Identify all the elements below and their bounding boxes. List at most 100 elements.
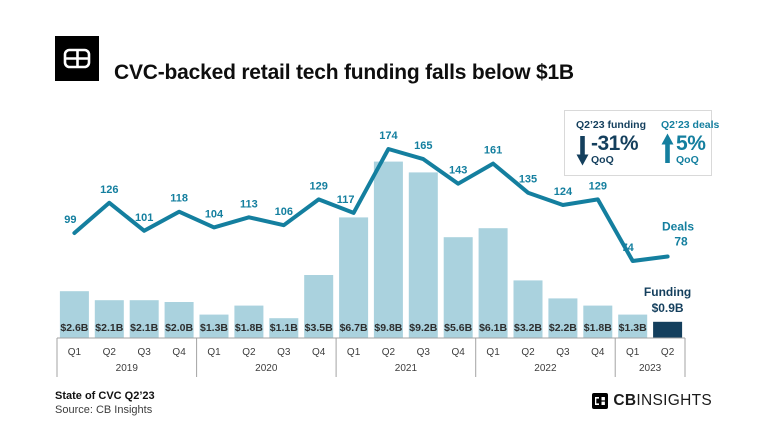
funding-bar-label: $2.1B bbox=[95, 322, 123, 334]
funding-bar-label: $6.7B bbox=[340, 322, 368, 334]
funding-bar-label: $2.6B bbox=[60, 322, 88, 334]
quarter-tick-label: Q4 bbox=[452, 347, 466, 358]
stat-deals-value: 5% bbox=[676, 132, 706, 155]
funding-bars bbox=[59, 161, 683, 338]
funding-bar bbox=[408, 172, 438, 338]
quarter-tick-label: Q3 bbox=[138, 347, 152, 358]
funding-bar-label: $1.3B bbox=[200, 322, 228, 334]
funding-bar-label: $9.8B bbox=[374, 322, 402, 334]
cb-insights-logo-icon bbox=[55, 36, 99, 81]
funding-bar-label: $1.3B bbox=[619, 322, 647, 334]
deals-point-label: 101 bbox=[135, 212, 153, 224]
quarter-tick-label: Q2 bbox=[242, 347, 256, 358]
wordmark-text: CB INSIGHTS bbox=[613, 392, 712, 409]
footer-citation: State of CVC Q2’23 Source: CB Insights bbox=[55, 389, 155, 418]
funding-bar bbox=[618, 314, 648, 338]
funding-bar bbox=[583, 305, 613, 338]
funding-bar bbox=[339, 217, 369, 338]
funding-bar bbox=[94, 300, 124, 338]
funding-bar bbox=[653, 321, 683, 338]
page-title: CVC-backed retail tech funding falls bel… bbox=[114, 60, 574, 84]
quarter-tick-label: Q4 bbox=[172, 347, 186, 358]
footer-source: Source: CB Insights bbox=[55, 404, 153, 417]
quarter-tick-label: Q1 bbox=[626, 347, 640, 358]
qoq-stats-box: Q2’23 funding -31% QoQ Q2’23 deals bbox=[564, 110, 719, 176]
year-tick-label: 2019 bbox=[116, 363, 139, 374]
footer-report-title: State of CVC Q2’23 bbox=[55, 390, 155, 402]
funding-bar bbox=[513, 280, 543, 338]
stat-deals-period: QoQ bbox=[676, 154, 699, 166]
quarter-tick-label: Q2 bbox=[103, 347, 117, 358]
deals-point-label: 117 bbox=[337, 194, 355, 206]
funding-bar-labels: $2.6B $2.1B $2.1B $2.0B $1.3B $1.8B $1.1B $3.5B… bbox=[60, 322, 647, 334]
quarter-tick-label: Q1 bbox=[347, 347, 361, 358]
funding-bar-label: $3.2B bbox=[514, 322, 542, 334]
svg-text:Funding: Funding bbox=[644, 285, 691, 299]
deals-point-label: 104 bbox=[205, 208, 224, 220]
arrow-up-icon bbox=[661, 133, 674, 163]
funding-annotation: Funding $0.9B bbox=[644, 285, 691, 315]
funding-bar bbox=[269, 318, 299, 338]
funding-bar bbox=[199, 314, 229, 338]
funding-bar bbox=[548, 298, 578, 338]
funding-bar-label: $9.2B bbox=[409, 322, 437, 334]
funding-bar-label: $1.8B bbox=[584, 322, 612, 334]
deals-point-label: 129 bbox=[310, 180, 328, 192]
funding-bar-label: $2.1B bbox=[130, 322, 158, 334]
deals-point-label: 135 bbox=[519, 174, 537, 186]
funding-bar-label: $5.6B bbox=[444, 322, 472, 334]
funding-bar bbox=[304, 275, 334, 338]
deals-point-label: 143 bbox=[449, 165, 467, 177]
quarter-tick-label: Q3 bbox=[417, 347, 431, 358]
funding-bar bbox=[129, 300, 159, 338]
funding-bar bbox=[373, 161, 403, 338]
cb-insights-wordmark: CB INSIGHTS bbox=[592, 392, 712, 410]
funding-bar-label: $1.1B bbox=[270, 322, 298, 334]
funding-bar-label: $2.2B bbox=[549, 322, 577, 334]
quarter-tick-label: Q2 bbox=[661, 347, 675, 358]
quarter-tick-label: Q3 bbox=[277, 347, 291, 358]
deals-point-label: 106 bbox=[275, 206, 293, 218]
funding-bar bbox=[164, 302, 194, 338]
stat-deals-label: Q2’23 deals bbox=[661, 119, 720, 131]
year-tick-label: 2020 bbox=[255, 363, 278, 374]
stat-funding-label: Q2’23 funding bbox=[576, 119, 647, 131]
deals-point-label: 129 bbox=[589, 180, 607, 192]
quarter-tick-label: Q3 bbox=[556, 347, 570, 358]
quarter-tick-label: Q2 bbox=[521, 347, 535, 358]
funding-bar-label: $1.8B bbox=[235, 322, 263, 334]
svg-text:$0.9B: $0.9B bbox=[652, 301, 684, 315]
deals-line bbox=[72, 147, 670, 263]
deals-point-label: 113 bbox=[240, 198, 258, 210]
quarter-tick-label: Q1 bbox=[207, 347, 221, 358]
funding-bar bbox=[59, 291, 89, 338]
funding-bar-label: $6.1B bbox=[479, 322, 507, 334]
deals-point-labels: 99 126 101 118 104 113 106 129 117 174 165 143 161 13… bbox=[64, 130, 634, 254]
funding-bar bbox=[478, 228, 508, 338]
funding-bar-label: $2.0B bbox=[165, 322, 193, 334]
stat-funding: Q2’23 funding -31% QoQ bbox=[576, 119, 646, 166]
stat-deals: Q2’23 deals 5% QoQ bbox=[661, 119, 719, 166]
deals-point-label: 161 bbox=[484, 145, 502, 157]
quarter-tick-label: Q2 bbox=[382, 347, 396, 358]
deals-point-label: 99 bbox=[64, 214, 76, 226]
funding-bar bbox=[234, 305, 264, 338]
x-axis: Q1 Q2 Q3 Q4 2019 Q1 Q2 Q3 Q4 2020 Q1 Q2 Q3 Q4 2021 Q1 Q2… bbox=[56, 337, 686, 377]
deals-point-label: 165 bbox=[414, 140, 432, 152]
year-tick-label: 2023 bbox=[639, 363, 662, 374]
arrow-down-icon bbox=[576, 136, 589, 166]
svg-text:78: 78 bbox=[674, 235, 688, 249]
deals-point-label: 174 bbox=[379, 130, 398, 142]
cb-insights-logo-mark bbox=[55, 36, 99, 81]
quarter-tick-label: Q4 bbox=[591, 347, 605, 358]
deals-point-label: 126 bbox=[100, 184, 118, 196]
cb-insights-favicon bbox=[592, 393, 609, 409]
deals-point-label: 118 bbox=[170, 193, 188, 205]
stat-funding-period: QoQ bbox=[591, 154, 614, 166]
year-tick-label: 2021 bbox=[395, 363, 418, 374]
deals-point-label: 124 bbox=[554, 186, 573, 198]
year-tick-label: 2022 bbox=[534, 363, 557, 374]
quarter-tick-label: Q1 bbox=[486, 347, 500, 358]
funding-bar-label: $3.5B bbox=[305, 322, 333, 334]
deals-point-label: 74 bbox=[622, 242, 635, 254]
